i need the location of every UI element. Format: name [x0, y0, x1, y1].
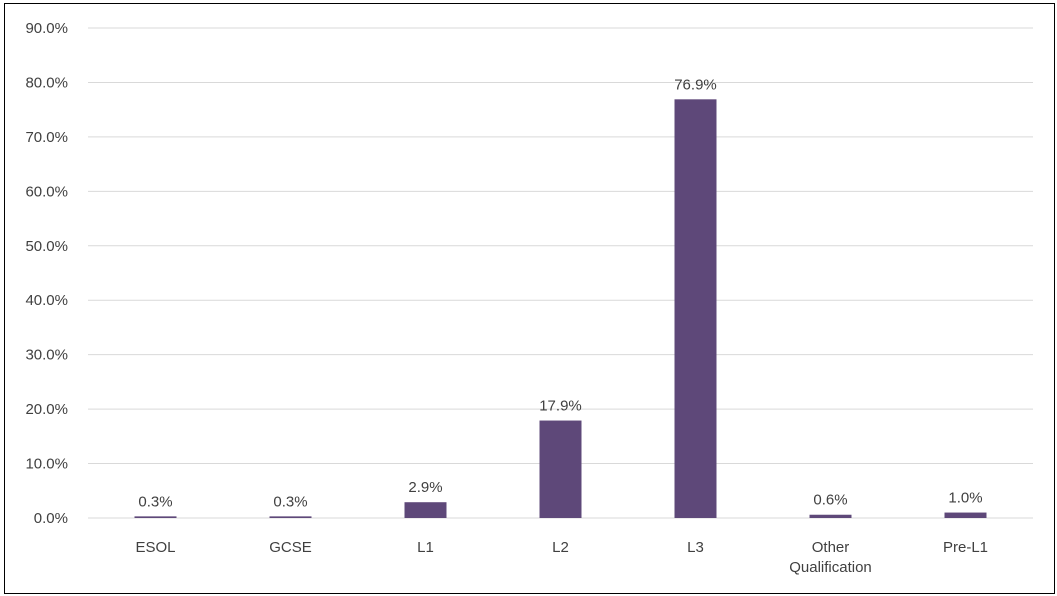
bar — [809, 514, 852, 518]
x-tick-label: L2 — [552, 539, 569, 556]
data-label: 0.3% — [273, 493, 307, 510]
chart-frame — [4, 3, 1055, 594]
x-tick-label: L1 — [417, 539, 434, 556]
data-label: 0.3% — [138, 493, 172, 510]
data-label: 0.6% — [813, 492, 847, 509]
y-tick-label: 30.0% — [25, 347, 68, 364]
y-tick-label: 60.0% — [25, 183, 68, 200]
bar — [404, 502, 447, 518]
y-tick-label: 10.0% — [25, 456, 68, 473]
x-tick-label: L3 — [687, 539, 704, 556]
data-label: 1.0% — [948, 490, 982, 507]
y-tick-label: 70.0% — [25, 129, 68, 146]
y-tick-label: 80.0% — [25, 74, 68, 91]
data-label: 2.9% — [408, 479, 442, 496]
x-tick-label: Pre-L1 — [943, 539, 988, 556]
y-tick-label: 90.0% — [25, 20, 68, 37]
bar — [674, 99, 717, 519]
bar — [944, 512, 987, 518]
y-tick-label: 20.0% — [25, 401, 68, 418]
x-tick-label: GCSE — [269, 539, 312, 556]
bar — [134, 516, 177, 518]
bar — [269, 516, 312, 518]
data-label: 17.9% — [539, 398, 582, 415]
data-label: 76.9% — [674, 76, 717, 93]
x-tick-label: ESOL — [135, 539, 175, 556]
x-tick-label: Other Qualification — [789, 539, 872, 576]
y-tick-label: 0.0% — [34, 510, 68, 527]
y-tick-label: 40.0% — [25, 292, 68, 309]
bar — [539, 420, 582, 518]
y-tick-label: 50.0% — [25, 238, 68, 255]
